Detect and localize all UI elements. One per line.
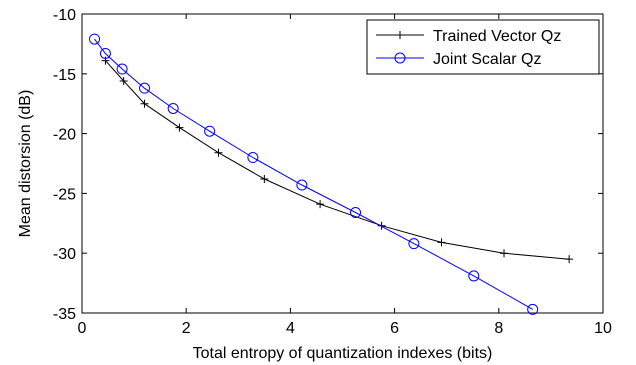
series <box>89 33 539 315</box>
data-point <box>296 179 308 191</box>
x-tick-label: 8 <box>494 320 503 337</box>
data-point <box>408 238 420 250</box>
data-point <box>527 303 539 315</box>
data-point <box>99 47 111 59</box>
x-tick-label: 10 <box>594 320 612 337</box>
y-tick-label: -30 <box>53 246 76 263</box>
series-line <box>94 38 533 310</box>
data-point <box>89 33 101 45</box>
x-tick-label: 2 <box>182 320 191 337</box>
data-point <box>500 249 509 258</box>
axis-ticks: 0 2 4 6 8 10 -10 -15 -20 -25 -30 -35 <box>53 7 612 337</box>
series-layer <box>89 33 574 315</box>
y-tick-label: -20 <box>53 127 76 144</box>
x-tick-label: 4 <box>286 320 295 337</box>
data-point <box>468 270 480 282</box>
data-point <box>377 221 386 230</box>
data-point <box>316 200 325 209</box>
data-point <box>260 175 269 184</box>
data-point <box>565 255 574 264</box>
legend-label: Joint Scalar Qz <box>433 51 541 68</box>
x-axis-label: Total entropy of quantization indexes (b… <box>193 345 493 362</box>
y-tick-label: -35 <box>53 306 76 323</box>
data-point <box>140 99 149 108</box>
y-tick-label: -25 <box>53 186 76 203</box>
data-point <box>119 76 128 85</box>
data-point <box>175 123 184 132</box>
data-point <box>437 238 446 247</box>
data-point <box>214 148 223 157</box>
y-axis-label: Mean distorsion (dB) <box>17 90 34 238</box>
legend-label: Trained Vector Qz <box>433 28 561 45</box>
y-tick-label: -10 <box>53 7 76 24</box>
y-tick-label: -15 <box>53 67 76 84</box>
data-point <box>350 207 362 219</box>
data-point <box>167 102 179 114</box>
data-point <box>396 31 404 39</box>
x-tick-label: 0 <box>78 320 87 337</box>
x-tick-label: 6 <box>390 320 399 337</box>
data-point <box>394 52 406 64</box>
data-point <box>247 152 259 164</box>
legend: Trained Vector Qz Joint Scalar Qz <box>366 19 600 75</box>
legend-box <box>366 19 600 75</box>
series <box>101 56 574 264</box>
data-point <box>204 125 216 137</box>
data-point <box>116 63 128 75</box>
data-point <box>139 82 151 94</box>
